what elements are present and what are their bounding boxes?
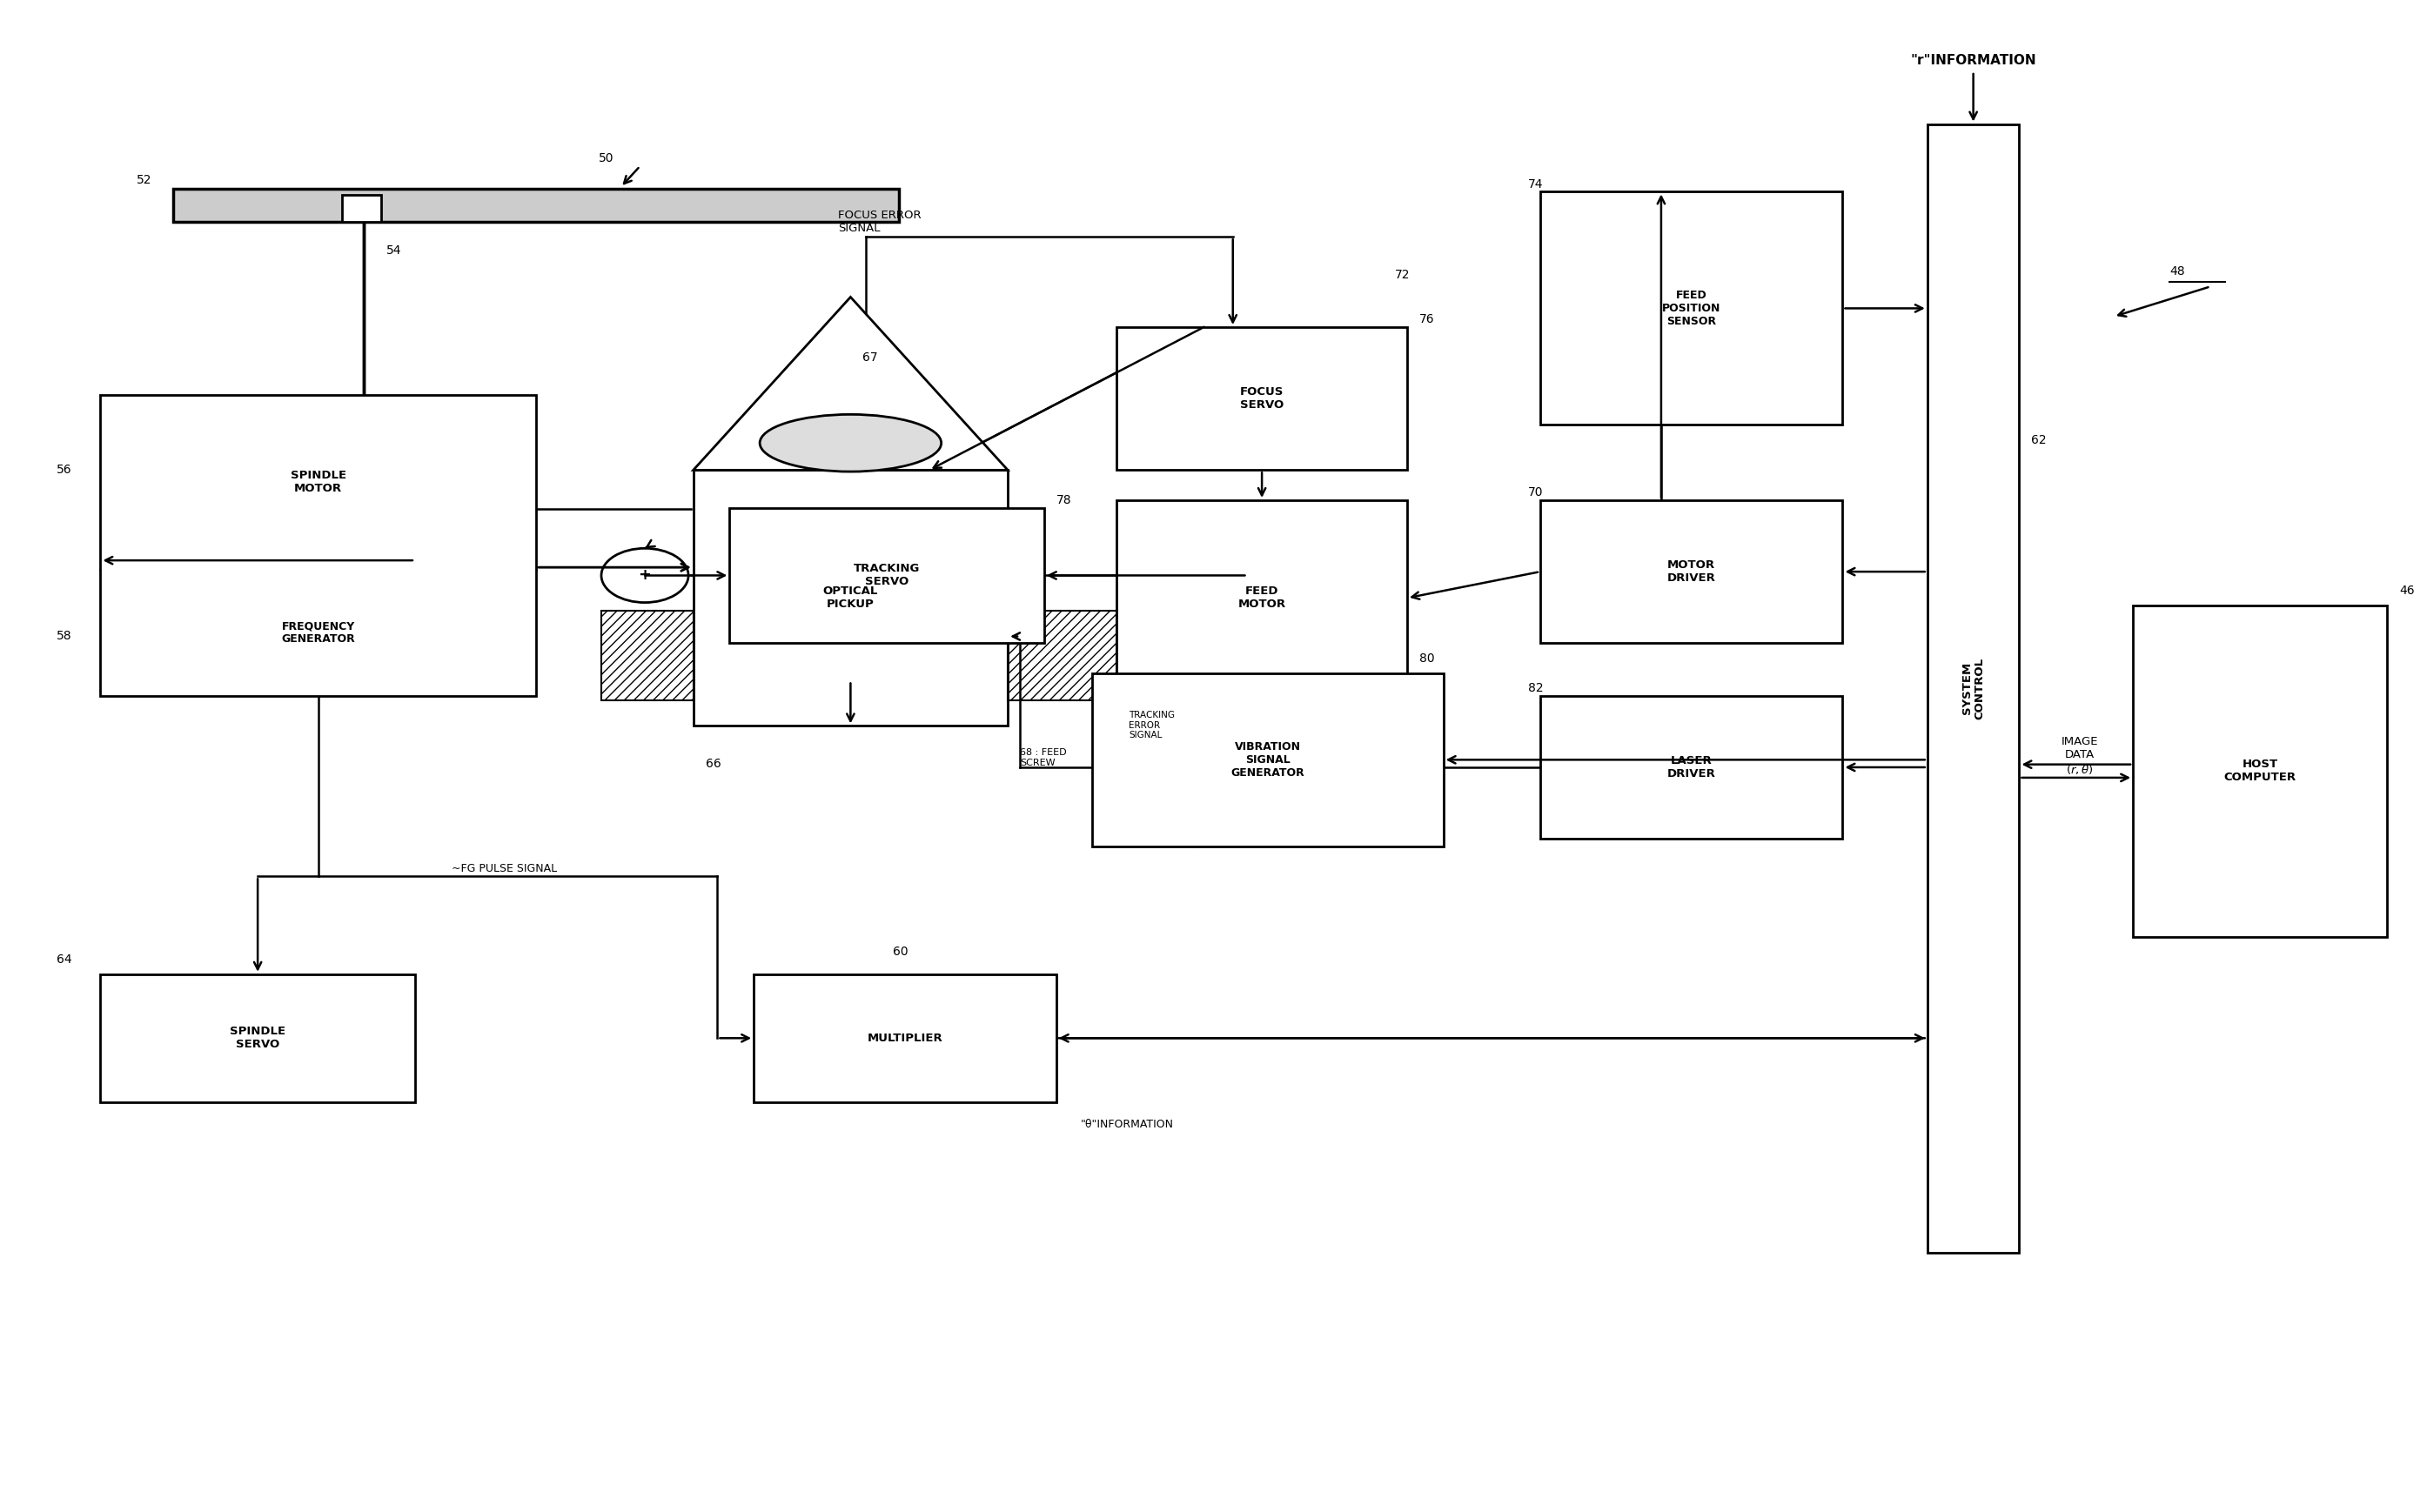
Text: SPINDLE
MOTOR: SPINDLE MOTOR: [291, 470, 347, 494]
Text: LASER
DRIVER: LASER DRIVER: [1667, 754, 1716, 780]
Polygon shape: [694, 296, 1007, 470]
Text: "r"INFORMATION: "r"INFORMATION: [1910, 54, 2036, 67]
Text: 76: 76: [1420, 313, 1434, 325]
Text: 66: 66: [706, 758, 721, 770]
Ellipse shape: [760, 414, 942, 472]
Text: 46: 46: [2400, 584, 2415, 597]
Text: 78: 78: [1056, 494, 1073, 507]
Text: TRACKING
SERVO: TRACKING SERVO: [854, 564, 920, 588]
FancyBboxPatch shape: [100, 395, 536, 696]
Text: 67: 67: [862, 351, 879, 363]
FancyBboxPatch shape: [342, 195, 381, 222]
Text: 52: 52: [136, 174, 153, 186]
FancyBboxPatch shape: [172, 189, 898, 222]
Text: OPTICAL
PICKUP: OPTICAL PICKUP: [823, 585, 879, 611]
Text: "θ"INFORMATION: "θ"INFORMATION: [1080, 1119, 1175, 1131]
Text: 70: 70: [1529, 487, 1544, 499]
Text: FOCUS
SERVO: FOCUS SERVO: [1240, 387, 1284, 411]
FancyBboxPatch shape: [694, 470, 1007, 726]
FancyBboxPatch shape: [1541, 192, 1842, 425]
Text: 74: 74: [1529, 178, 1544, 191]
Text: 72: 72: [1396, 269, 1410, 281]
Text: 48: 48: [2170, 265, 2184, 278]
Text: VIBRATION
SIGNAL
GENERATOR: VIBRATION SIGNAL GENERATOR: [1230, 741, 1306, 779]
Text: MULTIPLIER: MULTIPLIER: [866, 1033, 942, 1043]
FancyBboxPatch shape: [1541, 696, 1842, 839]
Text: HOST
COMPUTER: HOST COMPUTER: [2223, 759, 2296, 783]
FancyBboxPatch shape: [755, 974, 1056, 1102]
FancyBboxPatch shape: [1927, 124, 2019, 1252]
Text: 64: 64: [56, 953, 73, 965]
Text: FOCUS ERROR
SIGNAL: FOCUS ERROR SIGNAL: [837, 210, 922, 234]
Text: IMAGE
DATA
$(r, \theta)$: IMAGE DATA $(r, \theta)$: [2061, 736, 2099, 776]
Text: +: +: [638, 567, 650, 584]
Text: 68 : FEED
SCREW: 68 : FEED SCREW: [1019, 748, 1065, 767]
Text: FEED
MOTOR: FEED MOTOR: [1238, 585, 1286, 611]
Text: FEED
POSITION
SENSOR: FEED POSITION SENSOR: [1662, 290, 1721, 327]
Text: 80: 80: [1420, 652, 1434, 664]
Text: 60: 60: [893, 945, 908, 957]
FancyBboxPatch shape: [1116, 327, 1408, 470]
Text: FREQUENCY
GENERATOR: FREQUENCY GENERATOR: [282, 620, 354, 644]
Text: SYSTEM
CONTROL: SYSTEM CONTROL: [1961, 658, 1985, 720]
FancyBboxPatch shape: [2133, 605, 2388, 936]
Text: 58: 58: [56, 629, 73, 641]
Text: 56: 56: [56, 464, 73, 476]
Text: TRACKING
ERROR
SIGNAL: TRACKING ERROR SIGNAL: [1129, 711, 1175, 739]
Text: 54: 54: [386, 245, 400, 257]
FancyBboxPatch shape: [1541, 500, 1842, 643]
Text: MOTOR
DRIVER: MOTOR DRIVER: [1667, 559, 1716, 584]
Text: 62: 62: [2031, 434, 2046, 446]
Text: 50: 50: [599, 153, 614, 165]
FancyBboxPatch shape: [731, 508, 1044, 643]
Text: 82: 82: [1529, 682, 1544, 694]
FancyBboxPatch shape: [1092, 673, 1444, 847]
FancyBboxPatch shape: [1116, 500, 1408, 696]
Text: SPINDLE
SERVO: SPINDLE SERVO: [231, 1027, 286, 1051]
FancyBboxPatch shape: [100, 974, 415, 1102]
Text: ~FG PULSE SIGNAL: ~FG PULSE SIGNAL: [451, 863, 556, 874]
